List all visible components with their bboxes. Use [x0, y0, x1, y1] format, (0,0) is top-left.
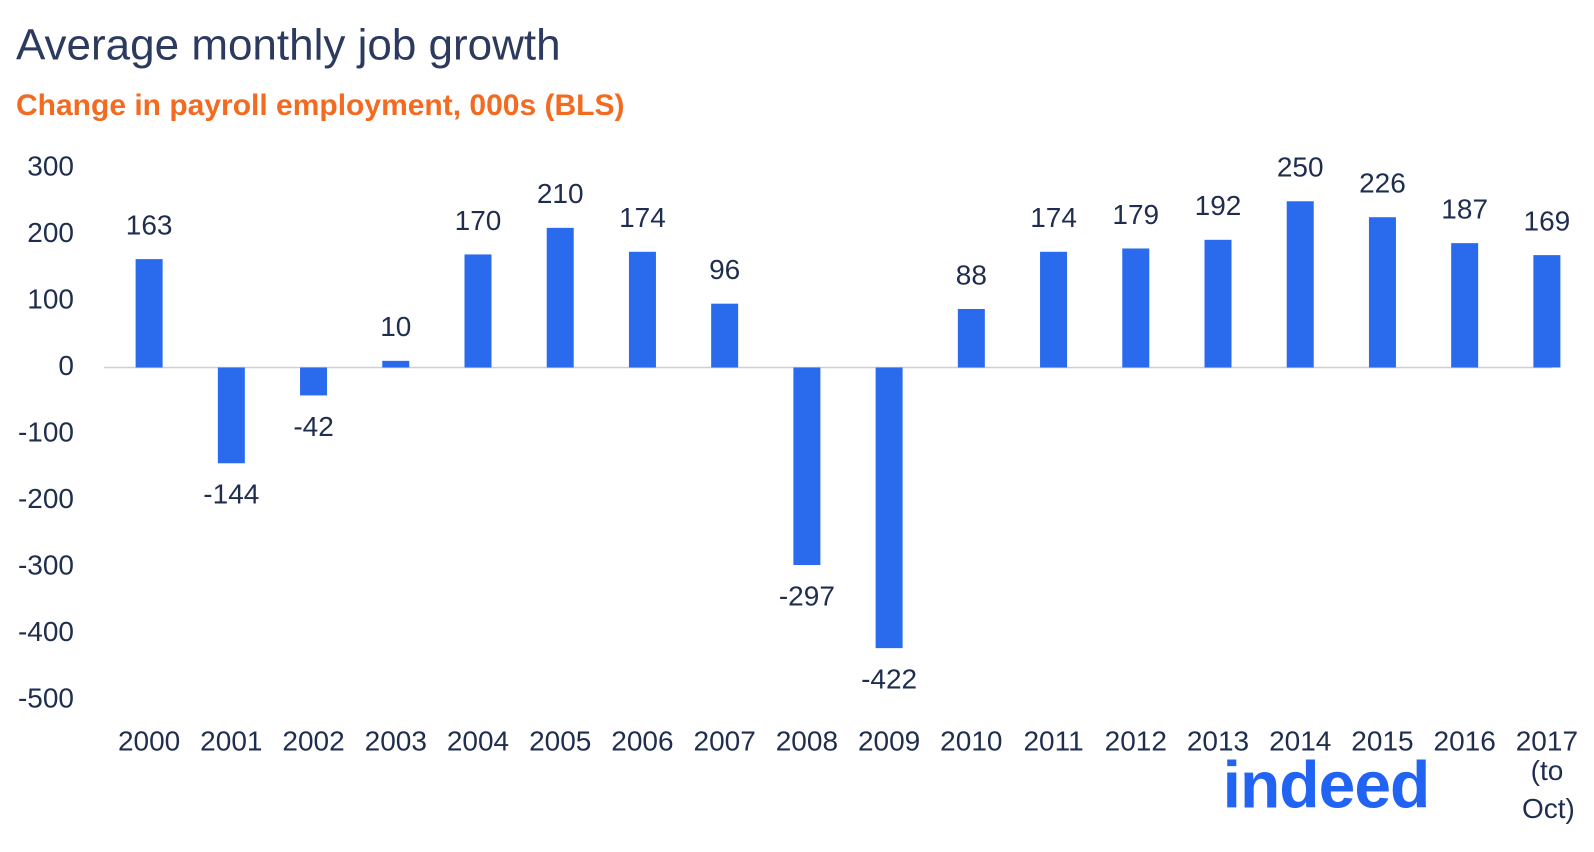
value-label: -297	[779, 580, 835, 611]
bar	[875, 367, 903, 649]
bar	[464, 254, 492, 368]
value-label: 210	[537, 178, 584, 209]
value-label: -422	[861, 664, 917, 695]
y-tick-label: -500	[18, 682, 74, 713]
x-tick-label: 2017	[1516, 725, 1578, 756]
x-tick-label: 2003	[365, 725, 427, 756]
y-tick-label: -400	[18, 616, 74, 647]
value-label: 170	[455, 205, 502, 236]
value-label: 192	[1195, 190, 1242, 221]
x-tick-label: 2010	[940, 725, 1002, 756]
value-label: 174	[619, 202, 666, 233]
y-tick-label: -200	[18, 483, 74, 514]
logo: indeed	[1223, 747, 1430, 821]
x-tick-label: 2005	[529, 725, 591, 756]
bar	[135, 259, 163, 368]
value-label: 169	[1524, 206, 1571, 237]
bar	[382, 360, 410, 368]
bar	[793, 367, 821, 566]
y-tick-label: 100	[27, 283, 74, 314]
bar	[217, 367, 245, 464]
x-tick-label: 2008	[776, 725, 838, 756]
value-label: 226	[1359, 168, 1406, 199]
bar	[711, 303, 739, 368]
x-tick-label: 2004	[447, 725, 509, 756]
value-label: -42	[293, 411, 333, 442]
x-tick-label: 2015	[1351, 725, 1413, 756]
bar	[1122, 248, 1150, 368]
x-tick-label: 2012	[1105, 725, 1167, 756]
bar	[628, 251, 656, 368]
x-tick-label: 2014	[1269, 725, 1331, 756]
y-tick-label: -100	[18, 416, 74, 447]
bar	[1040, 251, 1068, 368]
value-label: 187	[1441, 194, 1488, 225]
y-tick-label: 200	[27, 217, 74, 248]
chart-subtitle: Change in payroll employment, 000s (BLS)	[16, 89, 624, 122]
bar	[957, 308, 985, 368]
bar	[1286, 201, 1314, 368]
x-tick-label: 2000	[118, 725, 180, 756]
value-label: 174	[1030, 202, 1077, 233]
annotation: (to Oct)	[1522, 755, 1575, 824]
x-tick-label: 2016	[1434, 725, 1496, 756]
value-label: -144	[203, 479, 259, 510]
x-tick-label: 2001	[200, 725, 262, 756]
bar	[1533, 255, 1561, 368]
x-tick-label: 2013	[1187, 725, 1249, 756]
x-tick-label: 2002	[282, 725, 344, 756]
y-tick-label: 300	[27, 150, 74, 181]
bar	[546, 227, 574, 368]
bar	[1368, 217, 1396, 368]
x-tick-label: 2011	[1023, 725, 1083, 756]
value-label: 179	[1112, 199, 1159, 230]
value-label: 250	[1277, 152, 1324, 183]
x-tick-label: 2009	[858, 725, 920, 756]
value-label: 88	[956, 259, 987, 290]
value-label: 163	[126, 209, 173, 240]
x-tick-label: 2007	[694, 725, 756, 756]
y-tick-label: 0	[58, 350, 74, 381]
bar	[1451, 243, 1479, 368]
bar	[1204, 239, 1232, 368]
chart-title: Average monthly job growth	[16, 21, 561, 70]
bar	[300, 367, 328, 396]
value-label: 96	[709, 254, 740, 285]
value-label: 10	[380, 311, 411, 342]
x-tick-label: 2006	[611, 725, 673, 756]
y-tick-label: -300	[18, 549, 74, 580]
